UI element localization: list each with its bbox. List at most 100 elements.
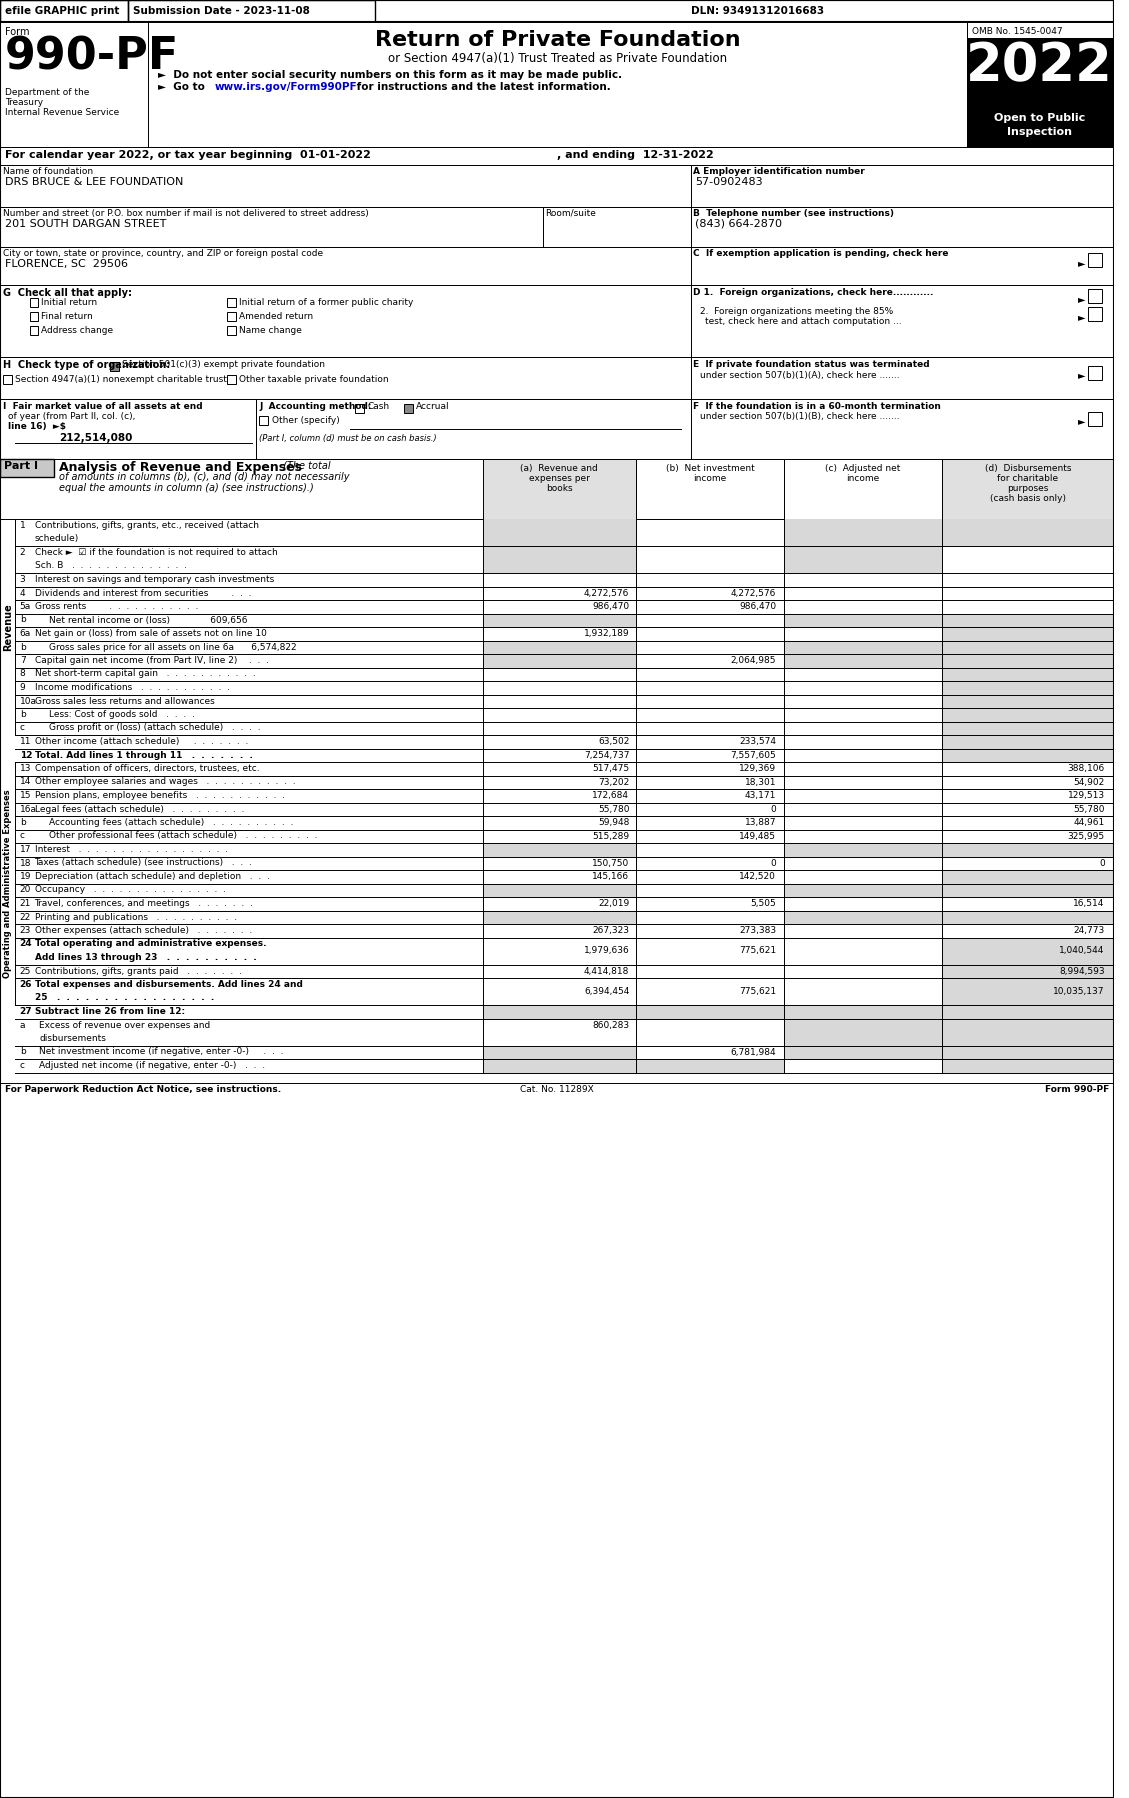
- Text: 515,289: 515,289: [593, 832, 629, 841]
- Text: Revenue: Revenue: [3, 602, 12, 651]
- Text: Form 990-PF: Form 990-PF: [1044, 1086, 1109, 1095]
- Text: B  Telephone number (see instructions): B Telephone number (see instructions): [693, 209, 894, 218]
- Text: books: books: [546, 484, 572, 493]
- Text: 6,781,984: 6,781,984: [730, 1048, 777, 1057]
- Bar: [1088, 254, 1102, 266]
- Bar: [942, 1018, 1113, 1045]
- Bar: [0, 458, 54, 476]
- Bar: [0, 246, 691, 286]
- Bar: [637, 1059, 785, 1072]
- Bar: [785, 1005, 942, 1018]
- Bar: [0, 22, 148, 147]
- Bar: [0, 0, 129, 22]
- Text: ►  Do not enter social security numbers on this form as it may be made public.: ► Do not enter social security numbers o…: [158, 70, 622, 79]
- Text: for instructions and the latest information.: for instructions and the latest informat…: [353, 83, 611, 92]
- Text: efile GRAPHIC print: efile GRAPHIC print: [5, 5, 120, 16]
- Text: test, check here and attach computation ...: test, check here and attach computation …: [706, 316, 902, 325]
- Text: www.irs.gov/Form990PF: www.irs.gov/Form990PF: [215, 83, 358, 92]
- Text: equal the amounts in column (a) (see instructions).): equal the amounts in column (a) (see ins…: [59, 484, 314, 493]
- Bar: [227, 313, 236, 322]
- Bar: [942, 628, 1113, 640]
- Text: c: c: [19, 831, 25, 840]
- Bar: [483, 1045, 637, 1059]
- Text: 4: 4: [19, 588, 25, 597]
- Text: 150,750: 150,750: [592, 859, 629, 868]
- Bar: [966, 22, 1113, 147]
- Text: Income modifications   .  .  .  .  .  .  .  .  .  .  .: Income modifications . . . . . . . . . .…: [35, 683, 229, 692]
- Text: Number and street (or P.O. box number if mail is not delivered to street address: Number and street (or P.O. box number if…: [3, 209, 369, 218]
- Text: 142,520: 142,520: [739, 872, 777, 881]
- Text: Name of foundation: Name of foundation: [3, 167, 93, 176]
- Text: 7,557,605: 7,557,605: [730, 752, 777, 761]
- Bar: [148, 22, 966, 147]
- Text: 1,979,636: 1,979,636: [584, 946, 629, 955]
- Text: 273,383: 273,383: [739, 926, 777, 935]
- Text: 55,780: 55,780: [1074, 806, 1105, 814]
- Text: Total. Add lines 1 through 11   .  .  .  .  .  .  .: Total. Add lines 1 through 11 . . . . . …: [35, 750, 253, 759]
- Bar: [1, 2, 1113, 22]
- Text: 15: 15: [19, 791, 32, 800]
- Text: City or town, state or province, country, and ZIP or foreign postal code: City or town, state or province, country…: [3, 248, 323, 257]
- Text: Subtract line 26 from line 12:: Subtract line 26 from line 12:: [35, 1007, 185, 1016]
- Bar: [483, 458, 637, 520]
- Text: 23: 23: [19, 926, 32, 935]
- Bar: [942, 937, 1113, 964]
- Bar: [942, 1059, 1113, 1072]
- Text: For calendar year 2022, or tax year beginning  01-01-2022: For calendar year 2022, or tax year begi…: [5, 149, 370, 160]
- Bar: [942, 964, 1113, 978]
- Bar: [29, 298, 38, 307]
- Text: of year (from Part II, col. (c),: of year (from Part II, col. (c),: [8, 412, 135, 421]
- Text: 14: 14: [19, 777, 32, 786]
- Text: Contributions, gifts, grants paid   .  .  .  .  .  .  .: Contributions, gifts, grants paid . . . …: [35, 967, 242, 976]
- Text: schedule): schedule): [35, 534, 79, 543]
- Text: Cash: Cash: [368, 403, 390, 412]
- Text: Name change: Name change: [238, 325, 301, 334]
- Bar: [691, 358, 1113, 399]
- Text: ►: ►: [1078, 313, 1086, 322]
- Bar: [942, 910, 1113, 924]
- Text: Add lines 13 through 23   .  .  .  .  .  .  .  .  .  .: Add lines 13 through 23 . . . . . . . . …: [35, 953, 256, 962]
- Text: 212,514,080: 212,514,080: [59, 433, 132, 442]
- Text: purposes: purposes: [1007, 484, 1049, 493]
- Text: under section 507(b)(1)(A), check here .......: under section 507(b)(1)(A), check here .…: [700, 370, 900, 379]
- Text: under section 507(b)(1)(B), check here .......: under section 507(b)(1)(B), check here .…: [700, 412, 900, 421]
- Bar: [483, 1059, 637, 1072]
- Text: OMB No. 1545-0047: OMB No. 1545-0047: [972, 27, 1062, 36]
- Text: 149,485: 149,485: [739, 832, 777, 841]
- Bar: [227, 325, 236, 334]
- Text: A Employer identification number: A Employer identification number: [693, 167, 865, 176]
- Text: ✓: ✓: [412, 403, 420, 412]
- Bar: [691, 399, 1113, 458]
- Bar: [260, 415, 269, 424]
- Bar: [483, 883, 637, 897]
- Text: Initial return: Initial return: [42, 298, 97, 307]
- Text: 4,272,576: 4,272,576: [584, 588, 629, 597]
- Text: 517,475: 517,475: [593, 764, 629, 773]
- Bar: [256, 399, 691, 458]
- Text: 26: 26: [19, 980, 33, 989]
- Text: Adjusted net income (if negative, enter -0-)   .  .  .: Adjusted net income (if negative, enter …: [40, 1061, 265, 1070]
- Bar: [483, 1005, 637, 1018]
- Bar: [942, 843, 1113, 856]
- Text: 57-0902483: 57-0902483: [695, 176, 763, 187]
- Text: Gross rents        .  .  .  .  .  .  .  .  .  .  .: Gross rents . . . . . . . . . . .: [35, 602, 198, 611]
- Text: I  Fair market value of all assets at end: I Fair market value of all assets at end: [3, 403, 202, 412]
- Text: 8: 8: [19, 669, 26, 678]
- Text: 13,887: 13,887: [745, 818, 777, 827]
- Text: Less: Cost of goods sold   .  .  .  .: Less: Cost of goods sold . . . .: [50, 710, 195, 719]
- Text: Gross sales price for all assets on line 6a      6,574,822: Gross sales price for all assets on line…: [50, 642, 297, 651]
- Text: J  Accounting method:: J Accounting method:: [260, 403, 371, 412]
- Text: 0: 0: [1099, 859, 1105, 868]
- Text: 860,283: 860,283: [593, 1021, 629, 1030]
- Text: 7,254,737: 7,254,737: [584, 752, 629, 761]
- Text: 20: 20: [19, 885, 32, 894]
- Text: 3: 3: [19, 575, 26, 584]
- Text: Open to Public: Open to Public: [994, 113, 1085, 122]
- Bar: [1088, 289, 1102, 304]
- Bar: [0, 399, 256, 458]
- Text: 201 SOUTH DARGAN STREET: 201 SOUTH DARGAN STREET: [5, 219, 166, 228]
- Text: 6a: 6a: [19, 629, 30, 638]
- Text: Check ►  ☑ if the foundation is not required to attach: Check ► ☑ if the foundation is not requi…: [35, 548, 278, 557]
- Text: Sch. B   .  .  .  .  .  .  .  .  .  .  .  .  .  .: Sch. B . . . . . . . . . . . . . .: [35, 561, 186, 570]
- Text: Inspection: Inspection: [1007, 128, 1073, 137]
